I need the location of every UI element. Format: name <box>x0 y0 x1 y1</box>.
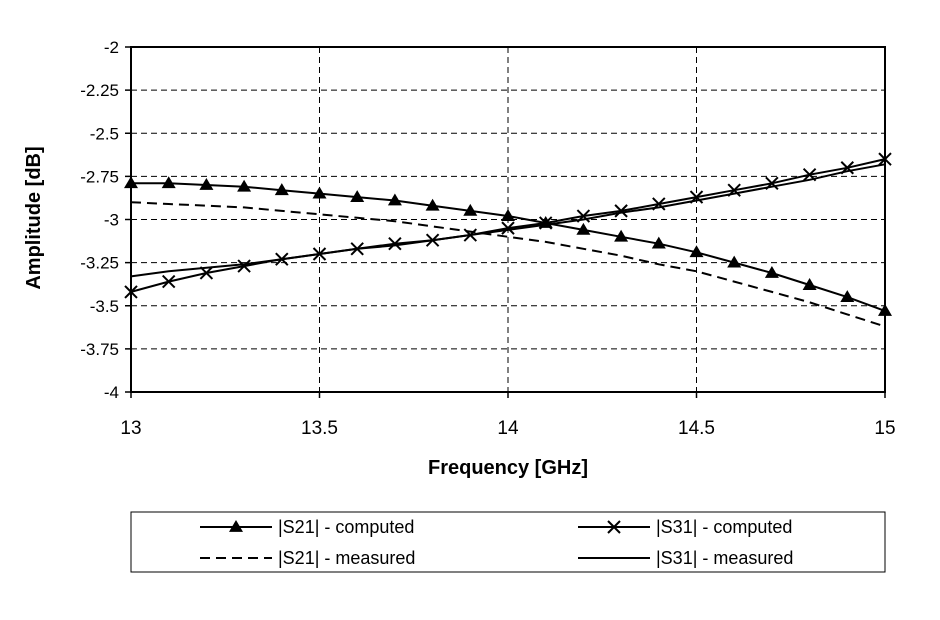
tick-labels: -2 -2.25 -2.5 -2.75 -3 -3.25 -3.5 -3.75 -413 13.5… <box>80 38 895 439</box>
series-s31-computed <box>124 152 892 299</box>
x-tick-label: 15 <box>874 418 895 439</box>
data-point <box>614 229 629 242</box>
y-tick-label: -3 <box>104 211 119 230</box>
series-s31-measured <box>130 163 886 278</box>
data-point <box>501 221 515 235</box>
x-axis-title: Frequency [GHz] <box>428 457 588 479</box>
x-tick-label: 13.5 <box>301 418 338 439</box>
legend-label: |S31| - computed <box>656 517 792 537</box>
series-line <box>130 163 886 278</box>
y-tick-label: -4 <box>104 383 119 402</box>
legend-marker <box>607 520 621 534</box>
y-tick-label: -2 <box>104 38 119 57</box>
legend-label: |S21| - measured <box>278 548 415 568</box>
data-point <box>425 198 440 211</box>
data-point <box>727 255 742 268</box>
data-point <box>689 245 704 258</box>
data-point <box>387 193 402 206</box>
x-tick-label: 14.5 <box>678 418 715 439</box>
legend-item: |S31| - measured <box>578 548 793 568</box>
legend-marker <box>229 520 243 532</box>
y-tick-label: -3.25 <box>80 254 119 273</box>
data-point <box>124 176 138 189</box>
legend-item: |S21| - measured <box>200 548 415 568</box>
data-point <box>802 278 817 290</box>
y-tick-label: -2.75 <box>80 167 119 186</box>
x-tick-label: 14 <box>497 418 519 439</box>
data-point <box>388 236 402 251</box>
data-point <box>840 290 855 303</box>
y-tick-label: -2.25 <box>80 81 119 100</box>
legend-item: |S31| - computed <box>578 517 792 537</box>
x-tick-label: 13 <box>120 418 141 439</box>
legend-item: |S21| - computed <box>200 517 414 537</box>
plot-area-border <box>130 46 886 393</box>
data-point <box>237 179 252 192</box>
data-point <box>350 190 365 202</box>
axes <box>125 46 886 398</box>
data-point <box>501 209 515 221</box>
data-point <box>538 216 553 230</box>
series-group <box>124 152 892 328</box>
data-point <box>161 274 176 289</box>
y-tick-label: -3.75 <box>80 340 119 359</box>
legend-label: |S21| - computed <box>278 517 414 537</box>
y-tick-label: -2.5 <box>90 124 119 143</box>
data-point <box>651 236 666 249</box>
data-point <box>463 203 478 216</box>
y-axis-title: Amplitude [dB] <box>23 146 45 289</box>
data-point <box>878 152 892 166</box>
data-point <box>576 222 591 235</box>
legend-label: |S31| - measured <box>656 548 793 568</box>
data-point <box>614 204 628 218</box>
data-point <box>161 176 176 189</box>
series-s21-computed <box>124 176 892 316</box>
data-point <box>274 183 289 196</box>
data-point <box>199 178 214 190</box>
legend: |S21| - computed |S31| - computed |S21| - … <box>130 511 886 573</box>
data-point <box>124 285 138 299</box>
data-point <box>764 265 779 278</box>
legend-box <box>130 511 886 573</box>
data-point <box>878 303 892 316</box>
data-point <box>237 259 251 273</box>
data-point <box>312 186 327 199</box>
y-tick-label: -3.5 <box>90 297 119 316</box>
